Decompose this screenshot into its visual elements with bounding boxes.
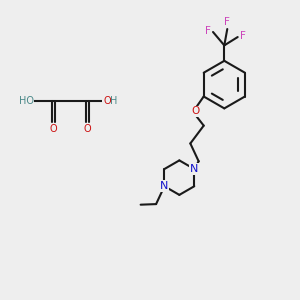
Text: F: F: [205, 26, 211, 35]
Text: F: F: [224, 17, 230, 28]
Text: O: O: [103, 96, 111, 106]
Text: O: O: [191, 106, 200, 116]
Text: HO: HO: [19, 96, 34, 106]
Text: N: N: [160, 181, 169, 191]
Text: O: O: [84, 124, 92, 134]
Text: N: N: [190, 164, 199, 174]
Text: F: F: [240, 31, 246, 40]
Text: O: O: [50, 124, 57, 134]
Text: H: H: [110, 96, 117, 106]
